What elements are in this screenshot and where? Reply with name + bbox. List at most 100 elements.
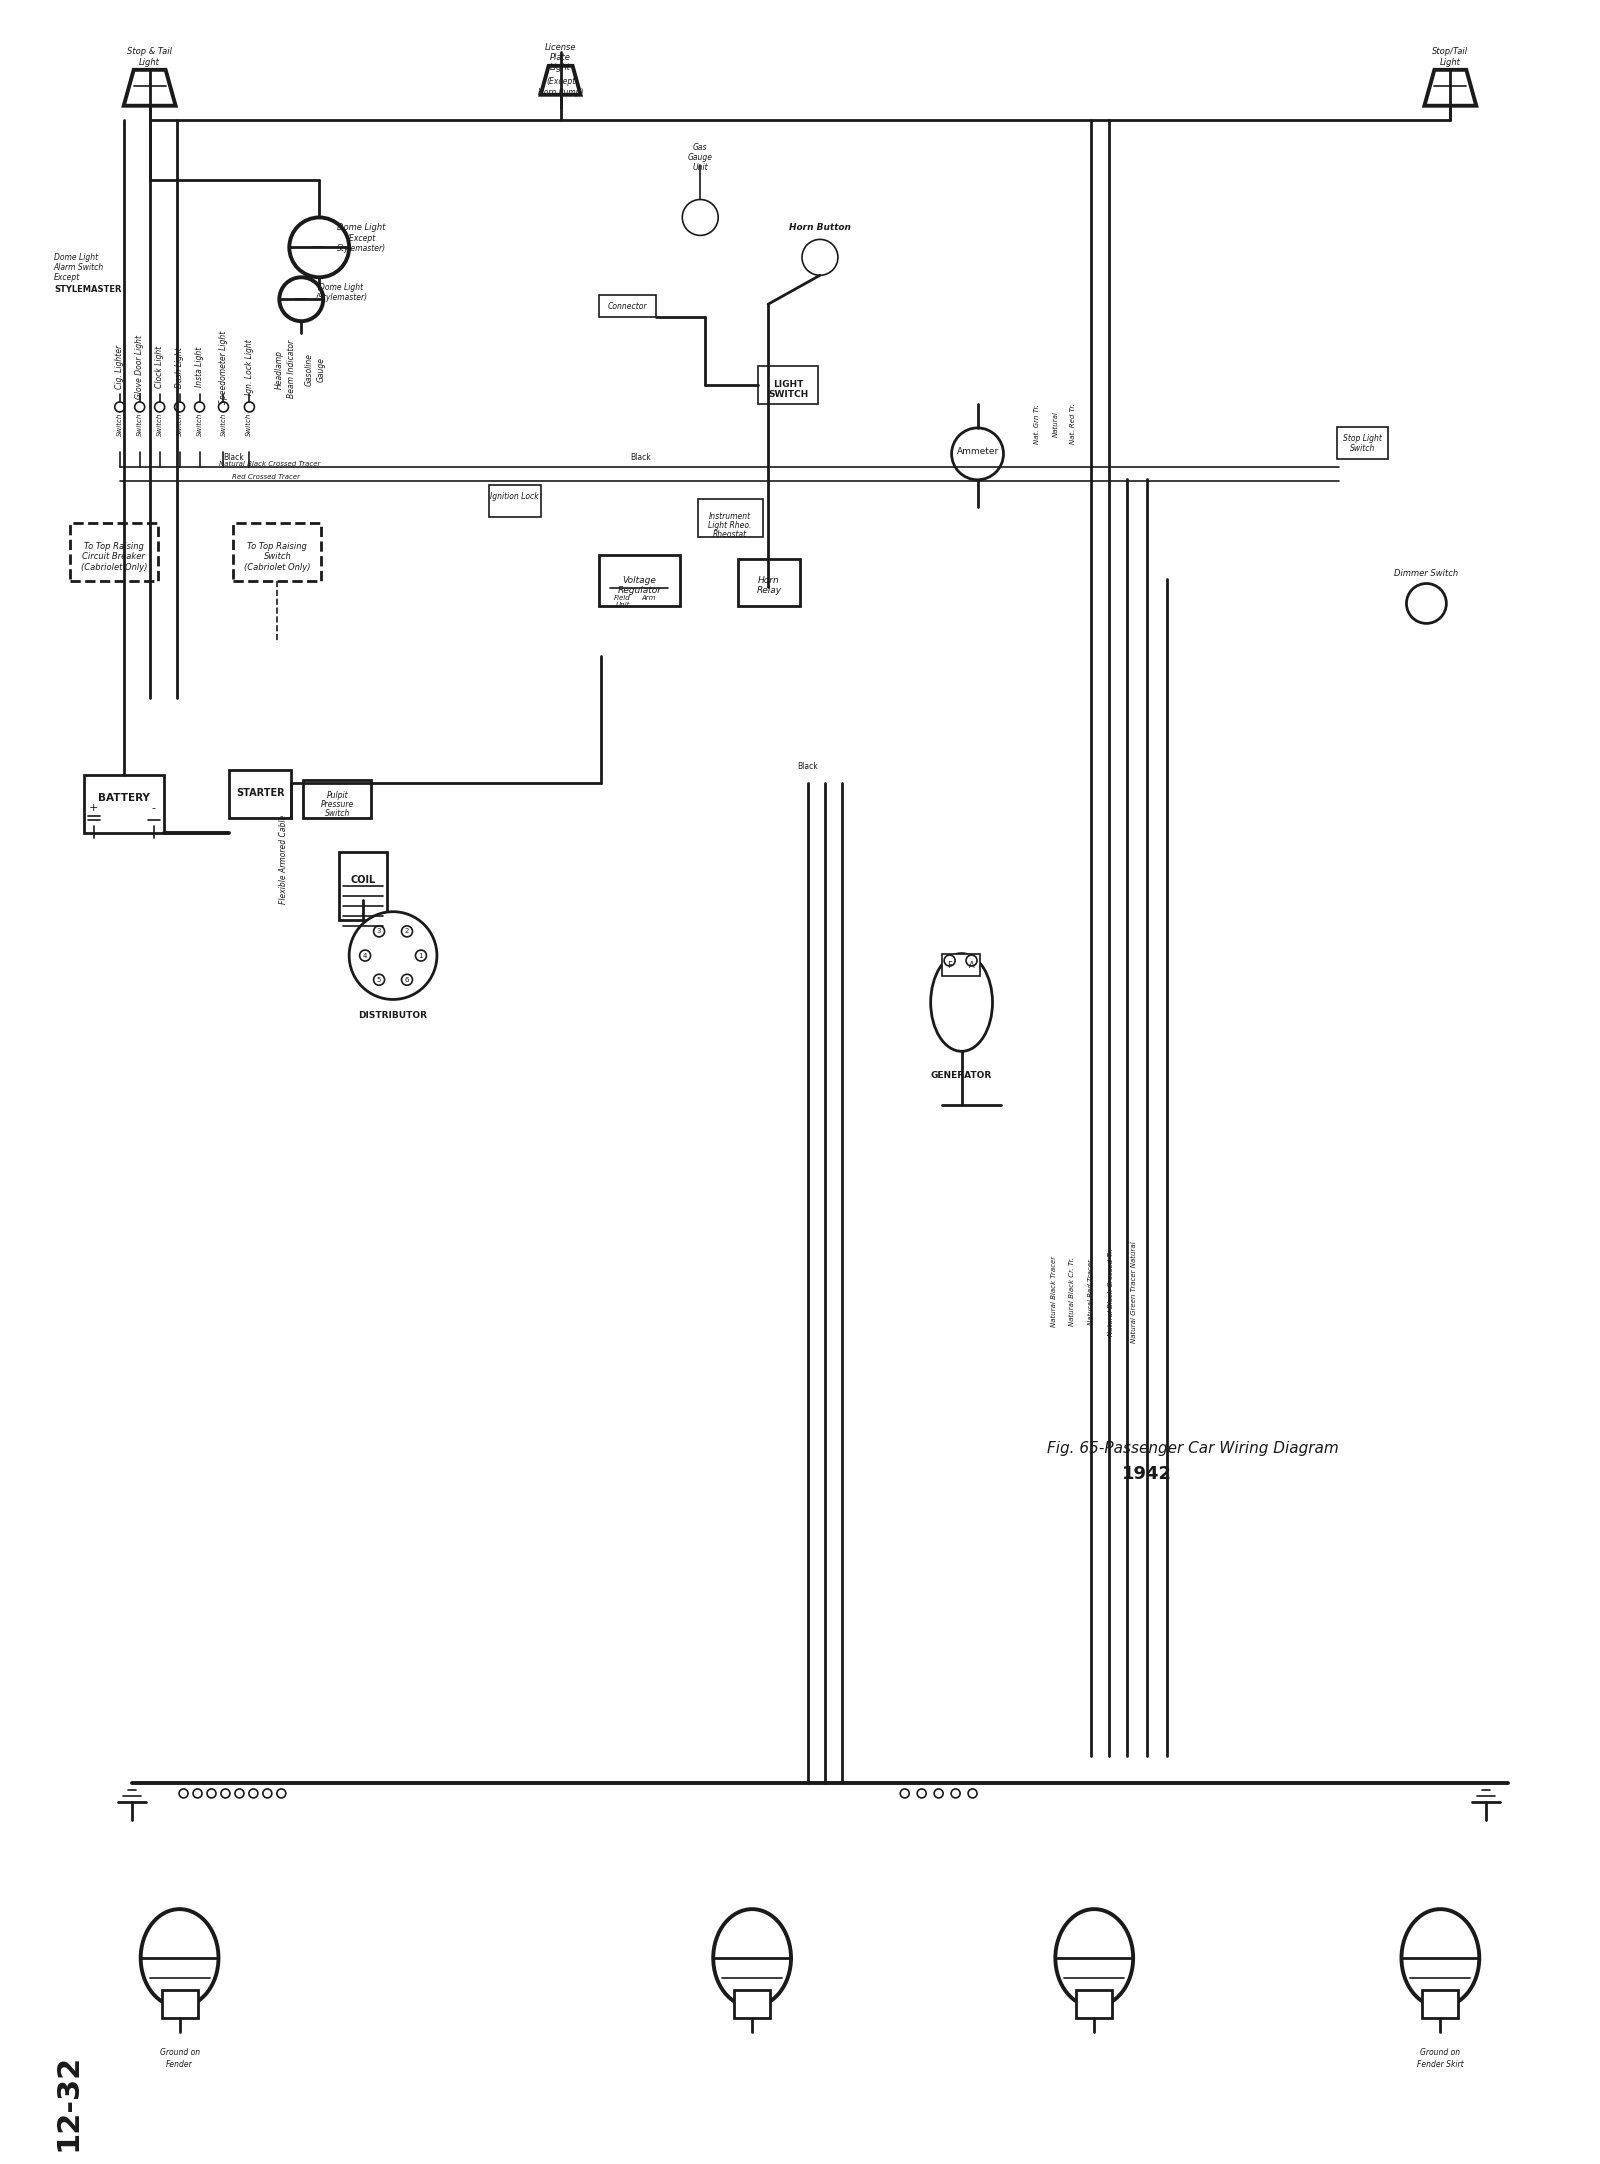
Circle shape — [219, 403, 229, 411]
Text: Switch: Switch — [246, 411, 253, 435]
Text: (Except: (Except — [347, 234, 376, 242]
Text: Fig. 65-Passenger Car Wiring Diagram: Fig. 65-Passenger Car Wiring Diagram — [1048, 1441, 1339, 1456]
Text: License: License — [546, 43, 576, 52]
Circle shape — [373, 926, 384, 937]
Text: Gauge: Gauge — [317, 357, 326, 381]
Text: Natural Red Tracer: Natural Red Tracer — [1088, 1259, 1094, 1324]
Text: Relay: Relay — [757, 586, 782, 595]
Text: Field: Field — [614, 595, 630, 602]
Circle shape — [349, 911, 437, 1000]
Text: Gauge: Gauge — [688, 154, 712, 162]
Circle shape — [277, 1790, 286, 1798]
Text: Black: Black — [798, 762, 818, 770]
Circle shape — [682, 199, 718, 236]
Text: Arm: Arm — [642, 595, 656, 602]
Text: Ground on: Ground on — [1421, 2049, 1461, 2058]
Text: Headlamp: Headlamp — [275, 351, 283, 390]
Circle shape — [250, 1790, 258, 1798]
Text: Switch: Switch — [264, 552, 291, 560]
Ellipse shape — [1402, 1909, 1480, 2006]
Circle shape — [934, 1790, 942, 1798]
Text: 2: 2 — [405, 928, 410, 935]
Ellipse shape — [931, 954, 992, 1052]
Circle shape — [917, 1790, 926, 1798]
Circle shape — [245, 403, 254, 411]
Circle shape — [174, 403, 184, 411]
Text: Regulator: Regulator — [618, 586, 661, 595]
Text: Light: Light — [139, 58, 160, 67]
Text: Switch: Switch — [221, 411, 227, 435]
Circle shape — [194, 1790, 202, 1798]
Text: COIL: COIL — [350, 874, 376, 885]
Text: 5: 5 — [378, 976, 381, 982]
Text: (Stylemaster): (Stylemaster) — [315, 292, 368, 301]
Text: Switch: Switch — [176, 411, 182, 435]
Text: Nat. Grn Tr.: Nat. Grn Tr. — [1034, 405, 1040, 444]
Circle shape — [235, 1790, 243, 1798]
Circle shape — [373, 974, 384, 985]
Text: Gas: Gas — [693, 143, 707, 151]
Circle shape — [195, 403, 205, 411]
Bar — [83, 775, 163, 833]
Text: Beam Indicator: Beam Indicator — [286, 340, 296, 398]
Text: Horn Button: Horn Button — [789, 223, 851, 232]
Circle shape — [968, 1790, 978, 1798]
Circle shape — [901, 1790, 909, 1798]
Text: Switch: Switch — [117, 411, 123, 435]
Bar — [1422, 1991, 1458, 2017]
Text: BATTERY: BATTERY — [98, 792, 150, 803]
Text: +: + — [90, 803, 99, 814]
Bar — [1336, 426, 1389, 459]
Circle shape — [966, 954, 978, 965]
Ellipse shape — [280, 277, 323, 320]
Text: Pressure: Pressure — [320, 801, 354, 809]
Bar — [598, 294, 656, 318]
Ellipse shape — [714, 1909, 790, 2006]
Text: 1: 1 — [419, 952, 424, 959]
Text: Stop/Tail: Stop/Tail — [1432, 48, 1469, 56]
Text: Horn Pump): Horn Pump) — [538, 89, 584, 97]
Text: Circuit Breaker: Circuit Breaker — [82, 552, 146, 560]
Polygon shape — [123, 69, 176, 106]
Circle shape — [944, 954, 955, 965]
Circle shape — [134, 403, 144, 411]
Bar — [234, 524, 322, 580]
Text: Dome Light: Dome Light — [54, 253, 98, 262]
Text: Natural Green Tracer Natural: Natural Green Tracer Natural — [1131, 1240, 1138, 1342]
Bar — [738, 558, 800, 606]
Bar — [758, 366, 818, 405]
Text: Unit: Unit — [616, 602, 630, 608]
Text: -: - — [152, 803, 155, 814]
Text: Nat. Red Tr.: Nat. Red Tr. — [1070, 403, 1077, 444]
Text: Light Rheo.: Light Rheo. — [709, 522, 752, 530]
Text: 1942: 1942 — [1122, 1465, 1173, 1482]
Text: Except: Except — [54, 273, 80, 281]
Text: LIGHT: LIGHT — [773, 379, 803, 390]
Text: 6: 6 — [405, 976, 410, 982]
Text: Natural Black Cr. Tr.: Natural Black Cr. Tr. — [1069, 1257, 1075, 1327]
Text: A: A — [968, 961, 974, 969]
Text: Plate: Plate — [550, 54, 571, 63]
Text: STYLEMASTER: STYLEMASTER — [54, 286, 122, 294]
Text: Ignition Lock: Ignition Lock — [491, 491, 539, 502]
Circle shape — [206, 1790, 216, 1798]
Circle shape — [1406, 584, 1446, 623]
Text: 3: 3 — [378, 928, 381, 935]
Text: Voltage: Voltage — [622, 576, 656, 584]
Text: Dome Light: Dome Light — [338, 223, 386, 232]
Text: To Top Raising: To Top Raising — [83, 543, 144, 552]
Text: Natural Black Tracer: Natural Black Tracer — [1051, 1255, 1058, 1327]
Text: GENERATOR: GENERATOR — [931, 1071, 992, 1080]
Text: Gasoline: Gasoline — [304, 353, 314, 385]
Text: (Except: (Except — [546, 78, 576, 87]
Text: Ammeter: Ammeter — [957, 448, 998, 457]
Text: Instrument: Instrument — [709, 513, 752, 522]
Bar — [339, 853, 387, 920]
Text: Insta Light: Insta Light — [195, 346, 205, 387]
Polygon shape — [1424, 69, 1477, 106]
Text: Speedometer Light: Speedometer Light — [219, 331, 227, 405]
Circle shape — [262, 1790, 272, 1798]
Text: Stop Light: Stop Light — [1342, 435, 1382, 444]
Bar — [304, 779, 371, 818]
Text: Connector: Connector — [608, 301, 646, 312]
